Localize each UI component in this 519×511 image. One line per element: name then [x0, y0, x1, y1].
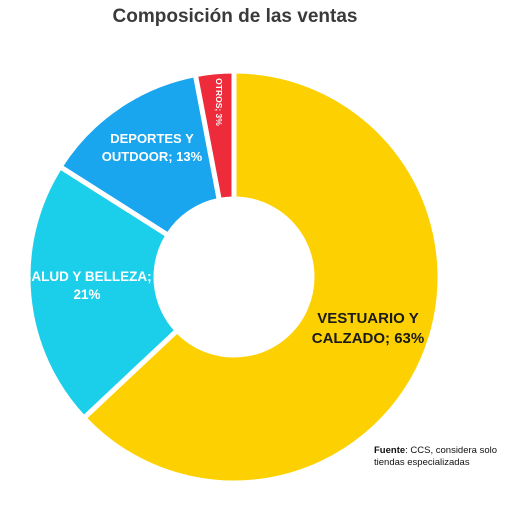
source-label: Fuente: [374, 445, 406, 456]
slice-label: OTROS; 3%: [214, 78, 224, 126]
slice-label: DEPORTES Y OUTDOOR; 13%: [102, 131, 203, 164]
source-note: Fuente: CCS, considera solo tiendas espe…: [374, 445, 514, 469]
source-text: : CCS, considera solo tiendas especializ…: [374, 445, 498, 468]
pie-slice: [25, 164, 180, 421]
slice-label: VESTUARIO Y CALZADO; 63%: [312, 310, 425, 347]
slice-label: SALUD Y BELLEZA; 21%: [22, 269, 151, 302]
pie-slice: [57, 72, 222, 238]
pie-slice: [192, 68, 237, 203]
pie-slice: [81, 68, 443, 486]
chart-title: Composición de las ventas: [112, 6, 358, 27]
